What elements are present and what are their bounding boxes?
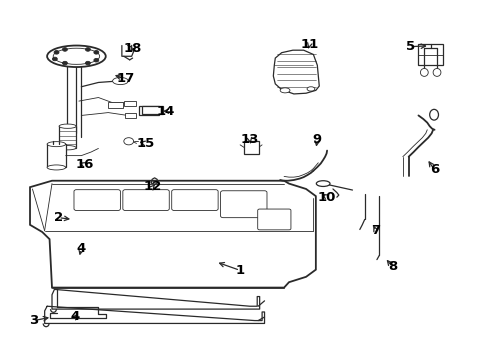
FancyBboxPatch shape [123, 190, 169, 211]
Text: 5: 5 [406, 40, 415, 53]
Circle shape [94, 58, 99, 62]
Circle shape [124, 138, 134, 145]
Circle shape [85, 48, 90, 51]
Circle shape [94, 50, 99, 54]
Text: 3: 3 [29, 314, 39, 327]
Text: 14: 14 [157, 105, 175, 118]
Ellipse shape [280, 88, 290, 93]
Bar [418, 44, 443, 65]
Text: 16: 16 [75, 158, 94, 171]
Text: 6: 6 [430, 163, 439, 176]
Bar [108, 102, 123, 108]
Polygon shape [273, 50, 319, 94]
Ellipse shape [420, 68, 428, 76]
Circle shape [54, 50, 59, 54]
Bar [47, 144, 66, 167]
Circle shape [52, 57, 57, 61]
Bar [139, 107, 159, 116]
Bar [59, 126, 76, 148]
Text: 4: 4 [71, 310, 79, 324]
Text: 10: 10 [318, 191, 336, 204]
Polygon shape [30, 181, 316, 288]
Ellipse shape [307, 87, 315, 91]
Ellipse shape [317, 181, 330, 186]
Text: 17: 17 [116, 72, 134, 85]
Bar [143, 106, 163, 114]
Ellipse shape [59, 124, 76, 129]
Text: 11: 11 [300, 38, 318, 51]
FancyBboxPatch shape [258, 209, 291, 230]
Circle shape [63, 61, 68, 65]
Text: 4: 4 [77, 242, 86, 255]
Ellipse shape [113, 77, 128, 85]
Ellipse shape [47, 165, 66, 170]
Text: 15: 15 [136, 137, 154, 150]
Text: 9: 9 [313, 133, 322, 146]
Ellipse shape [430, 109, 439, 120]
FancyBboxPatch shape [220, 191, 267, 218]
Bar [125, 113, 136, 118]
Ellipse shape [47, 45, 106, 67]
Text: 12: 12 [144, 180, 162, 193]
Ellipse shape [47, 141, 66, 147]
FancyBboxPatch shape [172, 190, 218, 211]
Text: 1: 1 [236, 264, 245, 277]
Circle shape [63, 48, 68, 51]
Text: 18: 18 [123, 41, 142, 54]
FancyBboxPatch shape [74, 190, 121, 211]
Text: 13: 13 [241, 133, 259, 146]
Bar [244, 140, 259, 154]
Text: 2: 2 [54, 211, 63, 224]
Ellipse shape [433, 68, 441, 76]
Circle shape [85, 61, 90, 65]
Text: 8: 8 [388, 260, 397, 273]
Ellipse shape [59, 145, 76, 150]
Text: 7: 7 [371, 224, 381, 238]
Bar [124, 101, 136, 106]
Ellipse shape [53, 48, 99, 64]
